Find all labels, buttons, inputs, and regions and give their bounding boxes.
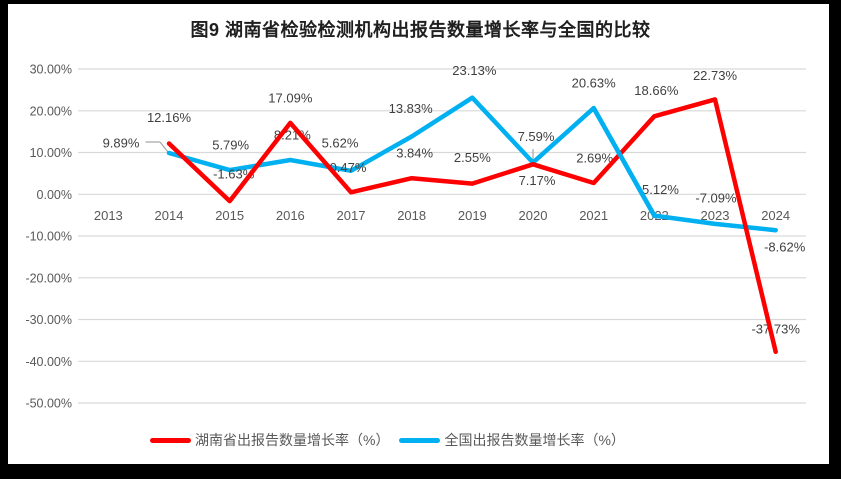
x-axis-year-label: 2023 [701, 208, 730, 223]
national-data-label: 5.62% [322, 135, 359, 150]
hunan-data-label: 12.16% [147, 110, 192, 125]
national-data-label: -8.62% [764, 240, 806, 255]
national-data-label: -5.12% [638, 182, 680, 197]
national-data-label: 5.79% [212, 138, 249, 153]
chart-canvas [8, 4, 829, 464]
hunan-data-label: 7.17% [519, 173, 556, 188]
y-axis-tick-label: -40.00% [25, 355, 72, 369]
x-axis-year-label: 2024 [761, 208, 790, 223]
legend: 湖南省出报告数量增长率（%） 全国出报告数量增长率（%） [150, 430, 625, 450]
y-axis-tick-label: 30.00% [30, 63, 72, 77]
national-data-label: 20.63% [572, 76, 617, 91]
hunan-series-line [166, 97, 778, 355]
national-data-label: 7.59% [518, 129, 555, 144]
national-data-label: 9.89% [103, 135, 140, 150]
hunan-data-label: -1.63% [213, 167, 255, 182]
hunan-data-label: 3.84% [396, 146, 433, 161]
y-axis-tick-label: 0.00% [37, 188, 72, 202]
y-axis-tick-label: -30.00% [25, 313, 72, 327]
hunan-data-label: 17.09% [268, 90, 313, 105]
y-axis-tick-label: -10.00% [25, 230, 72, 244]
x-axis-year-label: 2015 [215, 208, 244, 223]
national-data-label: -7.09% [695, 190, 737, 205]
hunan-series-line-swatch [150, 437, 191, 443]
legend-label-hunan: 湖南省出报告数量增长率（%） [195, 432, 390, 448]
legend-item-hunan: 湖南省出报告数量增长率（%） [150, 430, 389, 450]
y-axis-tick-label: -20.00% [25, 271, 72, 285]
legend-label-national: 全国出报告数量增长率（%） [444, 432, 625, 448]
label-leader-line [145, 141, 169, 153]
x-axis-year-label: 2013 [94, 208, 123, 223]
y-axis-tick-label: -50.00% [25, 397, 72, 411]
hunan-data-label: 0.47% [330, 160, 367, 175]
y-axis-tick-label: 20.00% [30, 104, 72, 118]
x-axis-year-label: 2019 [458, 208, 487, 223]
hunan-data-label: -37.73% [751, 321, 800, 336]
x-axis-year-label: 2017 [337, 208, 366, 223]
x-axis-year-label: 2014 [155, 208, 184, 223]
chart-title: 图9 湖南省检验检测机构出报告数量增长率与全国的比较 [190, 20, 651, 40]
national-series-line-swatch [399, 437, 441, 443]
national-series-line-overlay [591, 105, 657, 218]
hunan-data-label: 2.55% [454, 150, 491, 165]
national-series-line [166, 95, 778, 233]
national-data-label: 13.83% [389, 101, 434, 116]
x-axis-year-label: 2018 [397, 208, 426, 223]
x-axis-year-label: 2020 [519, 208, 548, 223]
national-data-label: 23.13% [452, 63, 497, 78]
hunan-data-label: 18.66% [634, 83, 679, 98]
y-axis-tick-label: 10.00% [30, 146, 72, 160]
legend-item-national: 全国出报告数量增长率（%） [399, 430, 625, 450]
hunan-data-label: 2.69% [576, 151, 613, 166]
x-axis-year-label: 2021 [579, 208, 608, 223]
x-axis-year-label: 2016 [276, 208, 305, 223]
hunan-data-label: 22.73% [693, 68, 738, 83]
